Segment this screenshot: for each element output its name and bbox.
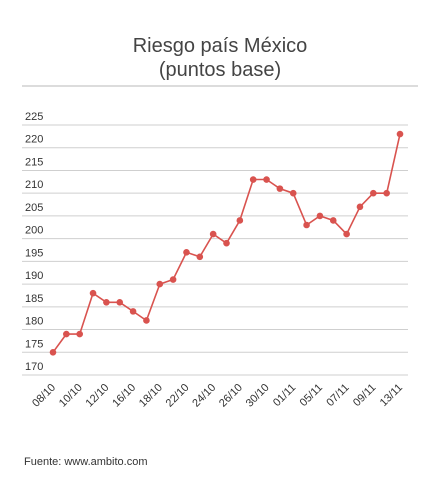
data-point — [196, 253, 204, 261]
data-point — [383, 189, 390, 197]
y-tick-label: 225 — [25, 111, 43, 123]
data-point — [156, 280, 164, 288]
data-point — [249, 176, 257, 183]
source-note: Fuente: www.ambito.com — [24, 456, 148, 468]
data-point — [343, 230, 350, 238]
data-point — [396, 130, 404, 138]
data-point — [289, 189, 297, 197]
data-point — [49, 348, 57, 356]
data-point — [303, 221, 310, 229]
x-tick-label: 16/10 — [110, 382, 138, 410]
x-tick-label: 22/10 — [164, 382, 192, 410]
x-tick-label: 07/11 — [324, 382, 351, 409]
x-tick-label: 05/11 — [298, 382, 325, 409]
data-point — [370, 189, 377, 197]
chart-title: Riesgo país México (puntos base) — [0, 34, 440, 82]
y-tick-label: 220 — [25, 134, 43, 146]
x-tick-label: 09/11 — [351, 382, 378, 409]
data-point — [89, 289, 97, 297]
x-tick-label: 01/11 — [271, 382, 298, 409]
y-tick-label: 180 — [25, 316, 43, 328]
x-tick-label: 13/11 — [378, 382, 405, 409]
y-tick-label: 210 — [25, 179, 43, 191]
data-point — [169, 276, 177, 283]
y-tick-label: 200 — [25, 225, 43, 237]
data-point — [143, 317, 150, 324]
x-tick-label: 24/10 — [190, 382, 218, 410]
title-divider — [22, 85, 418, 87]
y-tick-label: 185 — [25, 293, 43, 305]
data-point — [183, 248, 190, 256]
data-point — [263, 176, 270, 183]
x-tick-label: 12/10 — [84, 382, 112, 410]
data-point — [276, 185, 284, 192]
y-tick-label: 205 — [25, 202, 43, 214]
data-point — [209, 230, 217, 238]
data-point — [329, 217, 337, 224]
x-tick-label: 26/10 — [217, 382, 245, 410]
chart-title-line-2: (puntos base) — [158, 59, 282, 81]
data-point — [103, 298, 110, 306]
y-tick-label: 175 — [25, 338, 43, 350]
x-tick-label: 18/10 — [137, 382, 165, 410]
y-tick-label: 215 — [25, 156, 43, 168]
y-tick-label: 190 — [25, 270, 43, 282]
data-point — [356, 203, 364, 211]
x-tick-label: 10/10 — [57, 382, 85, 410]
data-point — [316, 212, 324, 220]
data-point — [76, 330, 83, 338]
data-point — [116, 298, 124, 306]
chart-title-line-1: Riesgo país México — [132, 35, 308, 57]
data-point — [236, 217, 244, 224]
x-tick-label: 08/10 — [30, 382, 58, 410]
data-point — [63, 330, 70, 338]
x-tick-label: 30/10 — [244, 382, 272, 410]
data-point — [129, 308, 137, 315]
y-tick-label: 170 — [25, 361, 43, 373]
data-point — [223, 239, 230, 247]
y-tick-label: 195 — [25, 247, 43, 259]
